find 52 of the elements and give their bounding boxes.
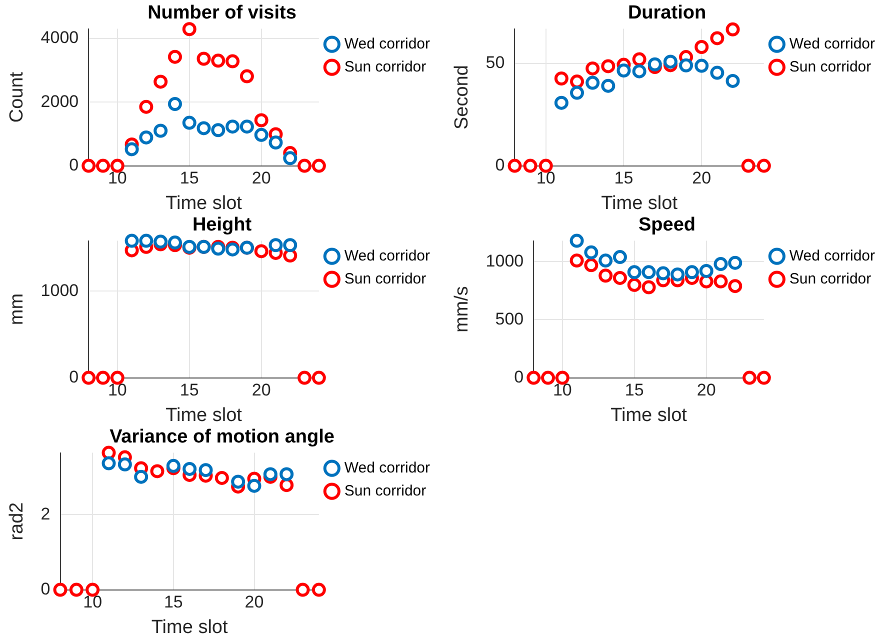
y-axis-title: Second [452, 65, 473, 130]
y-tick-label: 1000 [40, 280, 79, 300]
x-tick-label: 15 [624, 380, 644, 400]
y-tick-label: 500 [495, 309, 524, 328]
x-tick-label: 20 [696, 380, 716, 400]
y-axis-title: mm [6, 293, 28, 326]
x-tick-label: 10 [108, 168, 127, 188]
x-tick-label: 10 [536, 168, 556, 188]
y-tick-label: 1000 [486, 251, 524, 270]
y-tick-label: 2000 [40, 92, 79, 111]
x-tick-label: 20 [244, 592, 264, 612]
x-axis-title: Time slot [166, 192, 243, 214]
x-axis-title: Time slot [610, 404, 688, 426]
x-tick-label: 15 [164, 592, 183, 612]
x-axis-title: Time slot [601, 192, 678, 214]
y-tick-label: 0 [69, 367, 79, 386]
x-tick-label: 15 [180, 168, 199, 188]
legend-label: Wed corridor [344, 247, 430, 264]
legend-label: Sun corridor [789, 58, 872, 76]
legend-label: Sun corridor [789, 270, 872, 288]
chart-title: Speed [638, 214, 696, 236]
x-tick-label: 15 [180, 380, 199, 400]
y-axis-title: rad2 [6, 502, 28, 540]
y-tick-label: 4000 [40, 28, 79, 48]
y-tick-label: 50 [486, 53, 505, 72]
chart-title: Height [192, 214, 252, 236]
legend-label: Sun corridor [344, 58, 426, 76]
chart-title: Variance of motion angle [110, 426, 334, 448]
x-axis-title: Time slot [166, 404, 243, 426]
chart-title: Number of visits [148, 2, 296, 24]
y-tick-label: 0 [69, 155, 79, 174]
x-tick-label: 10 [83, 592, 102, 612]
legend-label: Wed corridor [789, 247, 876, 264]
x-tick-label: 20 [252, 168, 271, 188]
legend-label: Wed corridor [344, 35, 430, 52]
legend-label: Sun corridor [344, 482, 426, 500]
x-tick-label: 15 [614, 168, 634, 188]
y-tick-label: 0 [514, 367, 524, 386]
y-tick-label: 2 [40, 504, 50, 524]
legend-label: Sun corridor [344, 270, 426, 288]
y-tick-label: 0 [495, 155, 505, 174]
y-axis-title: Count [6, 71, 28, 123]
x-tick-label: 10 [552, 380, 572, 400]
legend-label: Wed corridor [789, 35, 876, 52]
legend-label: Wed corridor [344, 459, 430, 476]
x-tick-label: 10 [108, 380, 127, 400]
y-tick-label: 0 [40, 579, 50, 598]
x-tick-label: 20 [252, 380, 271, 400]
x-tick-label: 20 [692, 168, 712, 188]
y-axis-title: mm/s [452, 286, 473, 333]
x-axis-title: Time slot [151, 616, 228, 637]
chart-title: Duration [628, 2, 706, 24]
